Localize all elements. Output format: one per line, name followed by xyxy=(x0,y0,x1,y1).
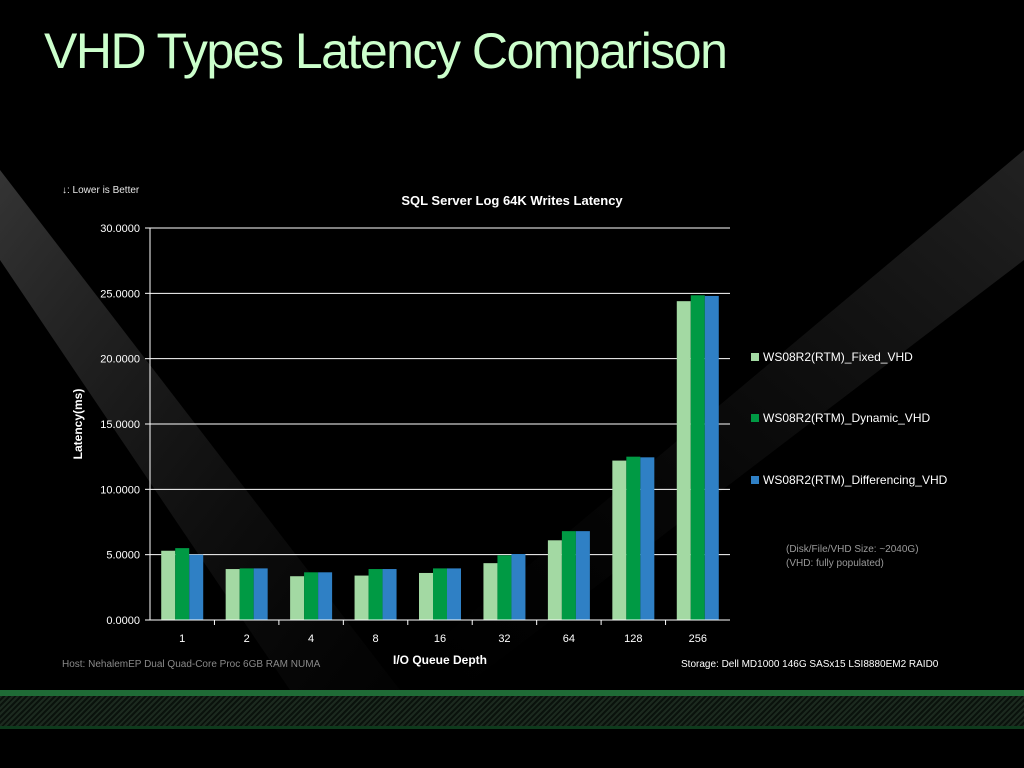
bar xyxy=(189,554,204,620)
bar xyxy=(433,568,447,620)
y-tick-label: 5.0000 xyxy=(106,550,140,562)
legend: WS08R2(RTM)_Fixed_VHD WS08R2(RTM)_Dynamic… xyxy=(751,350,948,487)
slide-title: VHD Types Latency Comparison xyxy=(44,23,728,79)
x-axis-label: I/O Queue Depth xyxy=(393,653,487,667)
bar xyxy=(511,554,526,620)
x-axis-ticks: 1 2 4 8 16 32 64 128 256 xyxy=(179,620,707,645)
vhd-populated-line: (VHD: fully populated) xyxy=(786,558,884,569)
storage-note: Storage: Dell MD1000 146G SASx15 LSI8880… xyxy=(681,659,939,670)
bar xyxy=(382,569,397,620)
bar xyxy=(419,572,433,620)
y-axis-ticks: 0.0000 5.0000 10.0000 15.0000 20.0000 25.0000… xyxy=(100,223,150,627)
bar xyxy=(676,301,691,620)
x-tick-label: 2 xyxy=(244,633,250,645)
latency-chart: SQL Server Log 64K Writes Latency 0.0000… xyxy=(71,193,948,667)
y-tick-label: 30.0000 xyxy=(100,223,140,235)
x-tick-label: 16 xyxy=(434,633,446,645)
disk-size-note: (Disk/File/VHD Size: ~2040G) (VHD: fully… xyxy=(786,543,919,571)
y-tick-label: 25.0000 xyxy=(100,288,140,300)
legend-swatch xyxy=(751,414,759,422)
legend-label: WS08R2(RTM)_Fixed_VHD xyxy=(763,350,913,364)
bar xyxy=(640,457,655,620)
x-tick-label: 8 xyxy=(372,633,378,645)
x-tick-label: 128 xyxy=(624,633,642,645)
legend-swatch xyxy=(751,476,759,484)
legend-label: WS08R2(RTM)_Differencing_VHD xyxy=(763,473,948,487)
y-axis-label: Latency(ms) xyxy=(71,389,85,460)
bar xyxy=(253,568,268,620)
lower-is-better-note: ↓: Lower is Better xyxy=(62,185,140,196)
legend-label: WS08R2(RTM)_Dynamic_VHD xyxy=(763,411,930,425)
bar xyxy=(497,555,512,620)
bar xyxy=(225,569,240,620)
y-tick-label: 15.0000 xyxy=(100,419,140,431)
y-tick-label: 10.0000 xyxy=(100,484,140,496)
bar xyxy=(626,456,641,620)
chart-title: SQL Server Log 64K Writes Latency xyxy=(401,193,623,208)
x-tick-label: 32 xyxy=(498,633,510,645)
y-tick-label: 20.0000 xyxy=(100,354,140,366)
x-tick-label: 64 xyxy=(563,633,575,645)
bar xyxy=(318,572,333,620)
bar xyxy=(547,540,562,620)
bar xyxy=(447,568,461,620)
disk-size-line: (Disk/File/VHD Size: ~2040G) xyxy=(786,544,919,555)
footer-band xyxy=(0,690,1024,729)
bar xyxy=(239,568,254,620)
bar xyxy=(161,550,176,620)
legend-swatch xyxy=(751,353,759,361)
bar xyxy=(690,295,705,620)
bar xyxy=(175,548,190,620)
bar xyxy=(368,569,383,620)
bars xyxy=(161,295,719,620)
bar xyxy=(575,531,590,620)
x-tick-label: 1 xyxy=(179,633,185,645)
bar xyxy=(290,576,305,620)
bar xyxy=(704,295,719,620)
bar xyxy=(304,572,319,620)
host-note: Host: NehalemEP Dual Quad-Core Proc 6GB … xyxy=(62,659,321,670)
x-tick-label: 4 xyxy=(308,633,314,645)
bar xyxy=(483,563,498,620)
bar xyxy=(354,575,369,620)
bar xyxy=(561,531,576,620)
y-tick-label: 0.0000 xyxy=(106,615,140,627)
x-tick-label: 256 xyxy=(689,633,707,645)
bar xyxy=(612,460,627,620)
